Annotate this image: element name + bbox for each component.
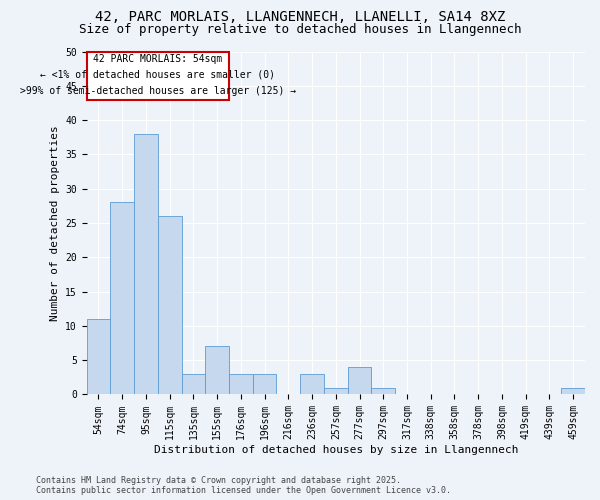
Bar (182, 374, 205, 394)
Text: >99% of semi-detached houses are larger (125) →: >99% of semi-detached houses are larger … (20, 86, 296, 96)
Y-axis label: Number of detached properties: Number of detached properties (50, 125, 59, 321)
Bar (324, 388, 347, 394)
Text: ← <1% of detached houses are smaller (0): ← <1% of detached houses are smaller (0) (40, 70, 275, 80)
Bar (158, 216, 182, 394)
Bar (205, 346, 229, 395)
Bar (110, 202, 134, 394)
Bar (371, 388, 395, 394)
Bar (86, 52, 229, 100)
Text: Contains HM Land Registry data © Crown copyright and database right 2025.
Contai: Contains HM Land Registry data © Crown c… (36, 476, 451, 495)
X-axis label: Distribution of detached houses by size in Llangennech: Distribution of detached houses by size … (154, 445, 518, 455)
Bar (253, 374, 277, 394)
Text: 42, PARC MORLAIS, LLANGENNECH, LLANELLI, SA14 8XZ: 42, PARC MORLAIS, LLANGENNECH, LLANELLI,… (95, 10, 505, 24)
Bar (347, 367, 371, 394)
Bar (300, 374, 324, 394)
Bar (134, 134, 158, 394)
Bar (86, 319, 110, 394)
Text: 42 PARC MORLAIS: 54sqm: 42 PARC MORLAIS: 54sqm (93, 54, 223, 64)
Bar (561, 388, 585, 394)
Bar (229, 374, 253, 394)
Text: Size of property relative to detached houses in Llangennech: Size of property relative to detached ho… (79, 22, 521, 36)
